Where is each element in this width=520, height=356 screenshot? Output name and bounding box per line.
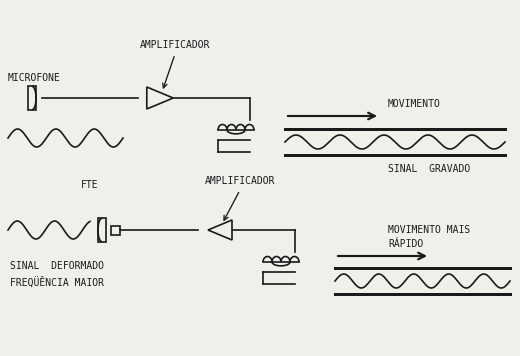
Text: MICROFONE: MICROFONE: [8, 73, 61, 83]
Text: RÁPIDO: RÁPIDO: [388, 239, 423, 249]
Text: AMPLIFICADOR: AMPLIFICADOR: [140, 40, 210, 50]
Bar: [111, 225, 120, 235]
Text: SINAL  GRAVADO: SINAL GRAVADO: [388, 164, 470, 174]
Text: MOVIMENTO: MOVIMENTO: [388, 99, 441, 109]
Text: FTE: FTE: [81, 180, 99, 190]
Text: SINAL  DEFORMADO: SINAL DEFORMADO: [10, 261, 104, 271]
Text: FREQÜÊNCIA MAIOR: FREQÜÊNCIA MAIOR: [10, 276, 104, 288]
Text: AMPLIFICADOR: AMPLIFICADOR: [205, 176, 275, 186]
Text: MOVIMENTO MAIS: MOVIMENTO MAIS: [388, 225, 470, 235]
